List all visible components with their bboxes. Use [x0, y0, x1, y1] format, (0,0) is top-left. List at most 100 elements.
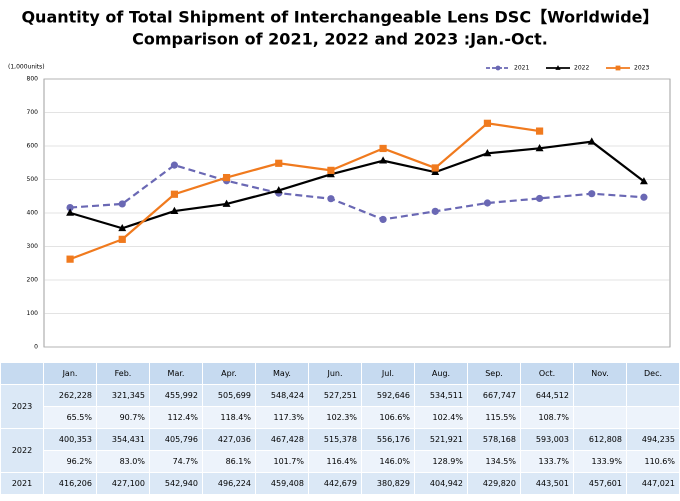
series-line [69, 122, 540, 261]
point [327, 195, 335, 203]
count-cell: 494,235 [626, 428, 680, 451]
table-row: 96.2% 83.0% 74.7% 86.1% 101.7% 116.4% 146.0% 12… [1, 450, 680, 473]
point [170, 190, 179, 198]
header-cell [0, 362, 44, 385]
count-cell: 515,378 [308, 428, 362, 451]
chart-title: Quantity of Total Shipment of Interchang… [21, 8, 658, 27]
ratio-cell: 74.7% [149, 450, 203, 473]
year-cell: 2021 [0, 472, 44, 495]
point [118, 235, 126, 243]
point [588, 190, 596, 198]
point [275, 159, 283, 167]
series-line [69, 140, 645, 230]
count-cell: 427,036 [202, 428, 256, 451]
point [222, 199, 231, 207]
header-cell: Aug. [414, 362, 468, 385]
count-cell: 455,992 [149, 384, 203, 407]
count-cell: 578,168 [467, 428, 521, 451]
year-cell: 2023 [0, 384, 44, 429]
point [431, 164, 439, 172]
y-tick-label: 600 [27, 143, 39, 150]
header-cell: May. [255, 362, 309, 385]
ratio-cell: 115.5% [467, 406, 521, 429]
header-cell: Jan. [43, 362, 97, 385]
ratio-cell: 102.3% [308, 406, 362, 429]
point [640, 193, 648, 201]
ratio-cell: 83.0% [96, 450, 150, 473]
header-cell: Jul. [361, 362, 415, 385]
ratio-cell: 116.4% [308, 450, 362, 473]
table-row: 2022 400,353 354,431 405,796 427,036 467,428 5… [0, 428, 680, 473]
ratio-cell: 146.0% [361, 450, 415, 473]
point [66, 203, 74, 212]
point [483, 199, 492, 207]
point [118, 200, 126, 208]
count-cell [626, 384, 680, 407]
point [587, 137, 596, 145]
y-tick-label: 0 [34, 344, 38, 351]
ratio-cell: 112.4% [149, 406, 203, 429]
y-tick-label: 100 [27, 310, 39, 317]
y-tick-label: 700 [27, 109, 39, 116]
point [615, 65, 621, 71]
count-cell: 321,345 [96, 384, 150, 407]
chart-subtitle: Comparison of 2021, 2022 and 2023 :Jan.-… [132, 30, 548, 49]
count-cell: 592,646 [361, 384, 415, 407]
header-cell: Jun. [308, 362, 362, 385]
ratio-cell: 133.9% [573, 450, 627, 473]
header-cell: Apr. [202, 362, 256, 385]
point [535, 144, 544, 152]
header-cell: Feb. [96, 362, 150, 385]
ratio-cell: 108.7% [520, 406, 574, 429]
count-cell: 534,511 [414, 384, 468, 407]
table-row: Jan. Feb. Mar. Apr. May. Jun. Jul. Aug. Sep. Oct.… [0, 362, 680, 385]
ratio-cell: 90.7% [96, 406, 150, 429]
point [66, 255, 74, 263]
point [66, 208, 75, 216]
y-tick-label: 400 [27, 210, 39, 217]
count-cell: 593,003 [520, 428, 574, 451]
header-cell: Oct. [520, 362, 574, 385]
ratio-cell: 106.6% [361, 406, 415, 429]
count-cell: 505,699 [202, 384, 256, 407]
count-cell: 542,940 [149, 472, 203, 495]
header-cell: Nov. [573, 362, 627, 385]
point [431, 207, 439, 215]
point [170, 206, 179, 214]
point [555, 65, 561, 70]
point [118, 223, 127, 232]
data-table: Jan. Feb. Mar. Apr. May. Jun. Jul. Aug. Sep. Oct.… [0, 362, 680, 495]
legend-label: 2021 [514, 65, 529, 72]
y-axis-label: (1,000units) [8, 64, 45, 71]
ratio-cell: 102.4% [414, 406, 468, 429]
table-row: 2021 416,206 427,100 542,940 496,224 459,408 4… [0, 472, 680, 495]
chart: Quantity of Total Shipment of Interchang… [8, 8, 671, 351]
ratio-cell [573, 406, 627, 429]
legend-label: 2023 [634, 65, 649, 72]
point [222, 173, 231, 182]
count-cell: 496,224 [202, 472, 256, 495]
count-cell: 405,796 [149, 428, 203, 451]
point [495, 65, 501, 71]
count-cell: 404,942 [414, 472, 468, 495]
ratio-cell: 86.1% [202, 450, 256, 473]
y-tick-label: 800 [27, 76, 39, 83]
ratio-cell: 133.7% [520, 450, 574, 473]
count-cell: 354,431 [96, 428, 150, 451]
y-tick-label: 500 [27, 176, 39, 183]
table-row: 65.5% 90.7% 112.4% 118.4% 117.3% 102.3% 106.6%… [1, 406, 680, 429]
point [483, 119, 492, 127]
count-cell: 380,829 [361, 472, 415, 495]
ratio-cell [626, 406, 680, 429]
count-cell: 427,100 [96, 472, 150, 495]
point [535, 127, 544, 135]
ratio-cell: 134.5% [467, 450, 521, 473]
count-cell: 667,747 [467, 384, 521, 407]
header-cell: Sep. [467, 362, 521, 385]
series-line [70, 163, 644, 221]
point [379, 144, 387, 153]
y-tick-label: 200 [27, 277, 39, 284]
year-cell: 2022 [0, 428, 44, 473]
y-tick-label: 300 [27, 243, 39, 250]
